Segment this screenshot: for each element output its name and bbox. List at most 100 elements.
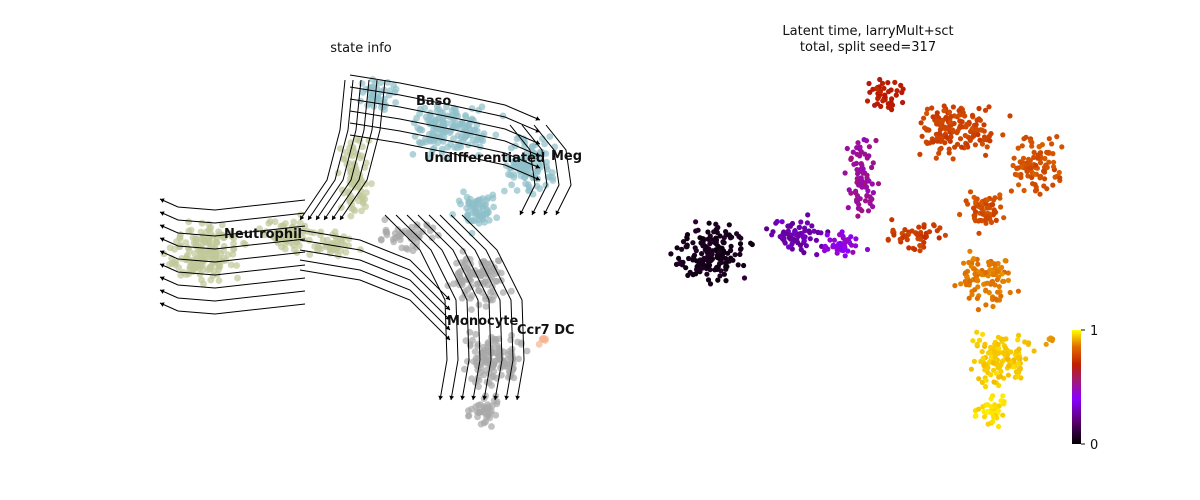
cell-point-latent bbox=[966, 259, 972, 266]
cell-point-latent bbox=[738, 246, 744, 252]
cell-point-latent bbox=[853, 160, 860, 166]
cell-point bbox=[306, 251, 314, 258]
cell-point-latent bbox=[930, 114, 936, 120]
cell-point-latent bbox=[1005, 372, 1012, 378]
colorbar-label-min: 0 bbox=[1090, 438, 1098, 453]
cell-point bbox=[461, 365, 468, 373]
cell-point-latent bbox=[900, 86, 906, 92]
cell-point-latent bbox=[785, 223, 791, 229]
cell-point bbox=[475, 383, 482, 390]
cell-point-latent bbox=[859, 162, 865, 168]
cell-point-latent bbox=[840, 246, 846, 252]
cell-point-latent bbox=[720, 255, 726, 261]
streamline bbox=[545, 124, 572, 216]
cell-point bbox=[508, 287, 515, 295]
cell-point bbox=[297, 219, 304, 227]
cell-point-latent bbox=[802, 228, 808, 234]
streamline-arrow bbox=[160, 237, 165, 242]
cell-point bbox=[434, 139, 442, 147]
cell-point-latent bbox=[921, 244, 927, 250]
cell-point-latent bbox=[929, 105, 935, 111]
streamline-arrow bbox=[535, 152, 540, 157]
cell-point bbox=[381, 216, 389, 224]
cell-point-latent bbox=[866, 80, 872, 87]
cell-point-latent bbox=[741, 262, 747, 269]
cell-point bbox=[290, 218, 298, 226]
cell-point-latent bbox=[875, 95, 881, 102]
cell-point-latent bbox=[720, 250, 726, 256]
streamline-arrow bbox=[493, 395, 499, 400]
cell-point bbox=[477, 213, 485, 220]
cell-point-latent bbox=[705, 277, 712, 283]
cell-point-latent bbox=[1050, 336, 1056, 342]
cell-point-latent bbox=[974, 276, 980, 282]
cell-point bbox=[439, 108, 446, 116]
cell-point-latent bbox=[1033, 162, 1039, 168]
cell-point-latent bbox=[723, 260, 729, 266]
cell-point-latent bbox=[971, 358, 978, 364]
cell-point-latent bbox=[1024, 168, 1030, 174]
cell-point bbox=[475, 376, 483, 384]
latent-time-panel: Latent time, larryMult+sct total, split … bbox=[668, 24, 1098, 453]
cell-point bbox=[449, 211, 456, 218]
cell-point-latent bbox=[824, 232, 830, 238]
cell-point bbox=[279, 234, 287, 242]
cell-point bbox=[495, 335, 503, 343]
streamline-arrow bbox=[300, 215, 305, 220]
cell-point-latent bbox=[954, 130, 960, 136]
cell-point-latent bbox=[1054, 134, 1060, 140]
cell-point-latent bbox=[855, 140, 861, 146]
cell-point-latent bbox=[1011, 155, 1017, 161]
cell-point-latent bbox=[983, 152, 989, 158]
right-panel-title-line1: Latent time, larryMult+sct bbox=[782, 24, 953, 39]
cell-point bbox=[513, 135, 521, 143]
cell-point bbox=[490, 203, 497, 211]
cell-point-latent bbox=[958, 124, 964, 130]
cell-point-latent bbox=[1041, 168, 1047, 174]
streamline bbox=[159, 250, 306, 263]
cell-point bbox=[404, 246, 412, 253]
cell-point-latent bbox=[809, 223, 815, 229]
cell-point bbox=[296, 242, 303, 250]
cell-point bbox=[464, 358, 471, 365]
cell-point bbox=[498, 362, 506, 370]
cell-point-latent bbox=[697, 235, 703, 241]
cell-point bbox=[427, 134, 434, 142]
cell-point bbox=[487, 341, 495, 348]
cell-point bbox=[471, 217, 479, 225]
cell-point bbox=[293, 237, 301, 244]
cell-point bbox=[488, 349, 496, 357]
cell-point-latent bbox=[855, 213, 861, 219]
cell-point-latent bbox=[1001, 350, 1007, 356]
cell-point-latent bbox=[700, 241, 706, 247]
cell-point-latent bbox=[1057, 175, 1063, 181]
right-panel-title-line2: total, split seed=317 bbox=[800, 40, 936, 55]
cell-point bbox=[439, 118, 447, 126]
cell-point bbox=[487, 288, 494, 296]
cell-point-latent bbox=[982, 107, 989, 113]
cell-point-latent bbox=[721, 235, 727, 241]
cell-point-latent bbox=[720, 240, 727, 246]
cell-point-latent bbox=[994, 277, 1001, 283]
cell-point-latent bbox=[990, 202, 996, 208]
cell-point-latent bbox=[859, 208, 865, 214]
cell-point-latent bbox=[728, 247, 734, 254]
streamline-arrow bbox=[316, 215, 321, 220]
colorbar-label-max: 1 bbox=[1090, 324, 1098, 339]
cell-point-latent bbox=[1002, 345, 1009, 351]
cell-point bbox=[507, 360, 515, 368]
latent-time-scatter-points bbox=[668, 76, 1065, 430]
streamline bbox=[299, 259, 451, 331]
cell-point-latent bbox=[764, 226, 770, 232]
streamline bbox=[417, 214, 481, 401]
cell-point-latent bbox=[806, 228, 812, 234]
cell-point-latent bbox=[679, 246, 685, 252]
cell-point-latent bbox=[924, 110, 930, 117]
cell-point bbox=[386, 87, 394, 95]
cell-point-latent bbox=[979, 218, 985, 224]
cell-point-latent bbox=[853, 243, 859, 249]
cell-point bbox=[212, 254, 220, 262]
cell-point bbox=[523, 347, 531, 355]
cell-point-latent bbox=[1036, 144, 1042, 150]
cell-point-latent bbox=[973, 122, 979, 128]
